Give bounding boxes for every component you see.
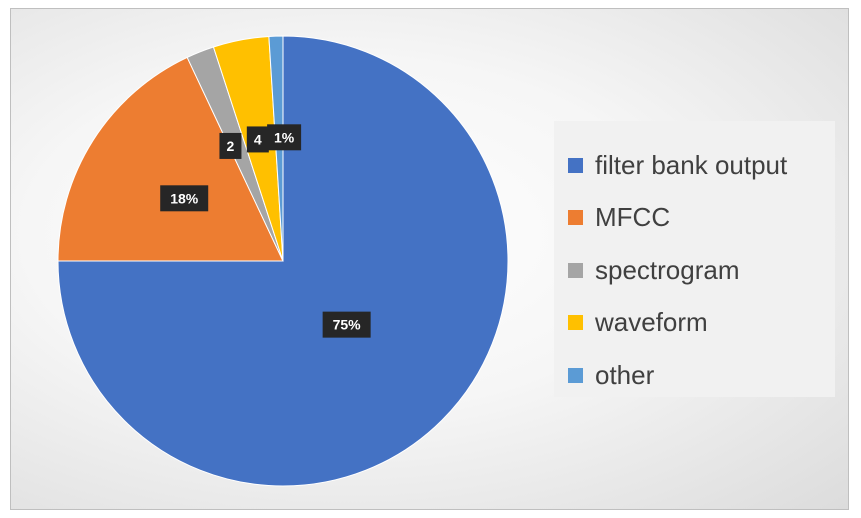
data-label: 18% [170,190,199,206]
legend-item-waveform: waveform [554,297,835,350]
legend-item-mfcc: MFCC [554,192,835,245]
data-label: 75% [333,317,362,333]
legend-item-filter-bank-output: filter bank output [554,139,835,192]
chart-area: 75% 18% 2 4 1% filter bank output MFCC spect… [10,8,849,510]
legend-swatch [568,367,583,383]
data-label-box [322,311,371,338]
pie-slice-filter-bank-output [57,35,509,487]
legend-label: spectrogram [595,254,740,285]
data-label-box [160,185,209,212]
legend-item-other: other [554,349,835,402]
legend-item-spectrogram: spectrogram [554,244,835,297]
legend-label: MFCC [595,202,671,233]
legend-label: other [595,359,655,390]
data-label: 4 [254,131,262,147]
legend-label: waveform [595,307,708,338]
legend-swatch [568,157,583,173]
chart-legend: filter bank output MFCC spectrogram wave… [554,121,835,397]
pie-slice-mfcc [57,56,284,262]
data-label-box [219,132,242,159]
data-label: 1% [274,129,295,145]
legend-swatch [568,262,583,278]
data-label-box [267,124,302,151]
pie-chart: 75% 18% 2 4 1% [57,35,509,487]
data-label-box [246,126,269,153]
legend-swatch [568,210,583,226]
data-label: 2 [227,138,235,154]
legend-label: filter bank output [595,149,788,180]
legend-swatch [568,315,583,331]
